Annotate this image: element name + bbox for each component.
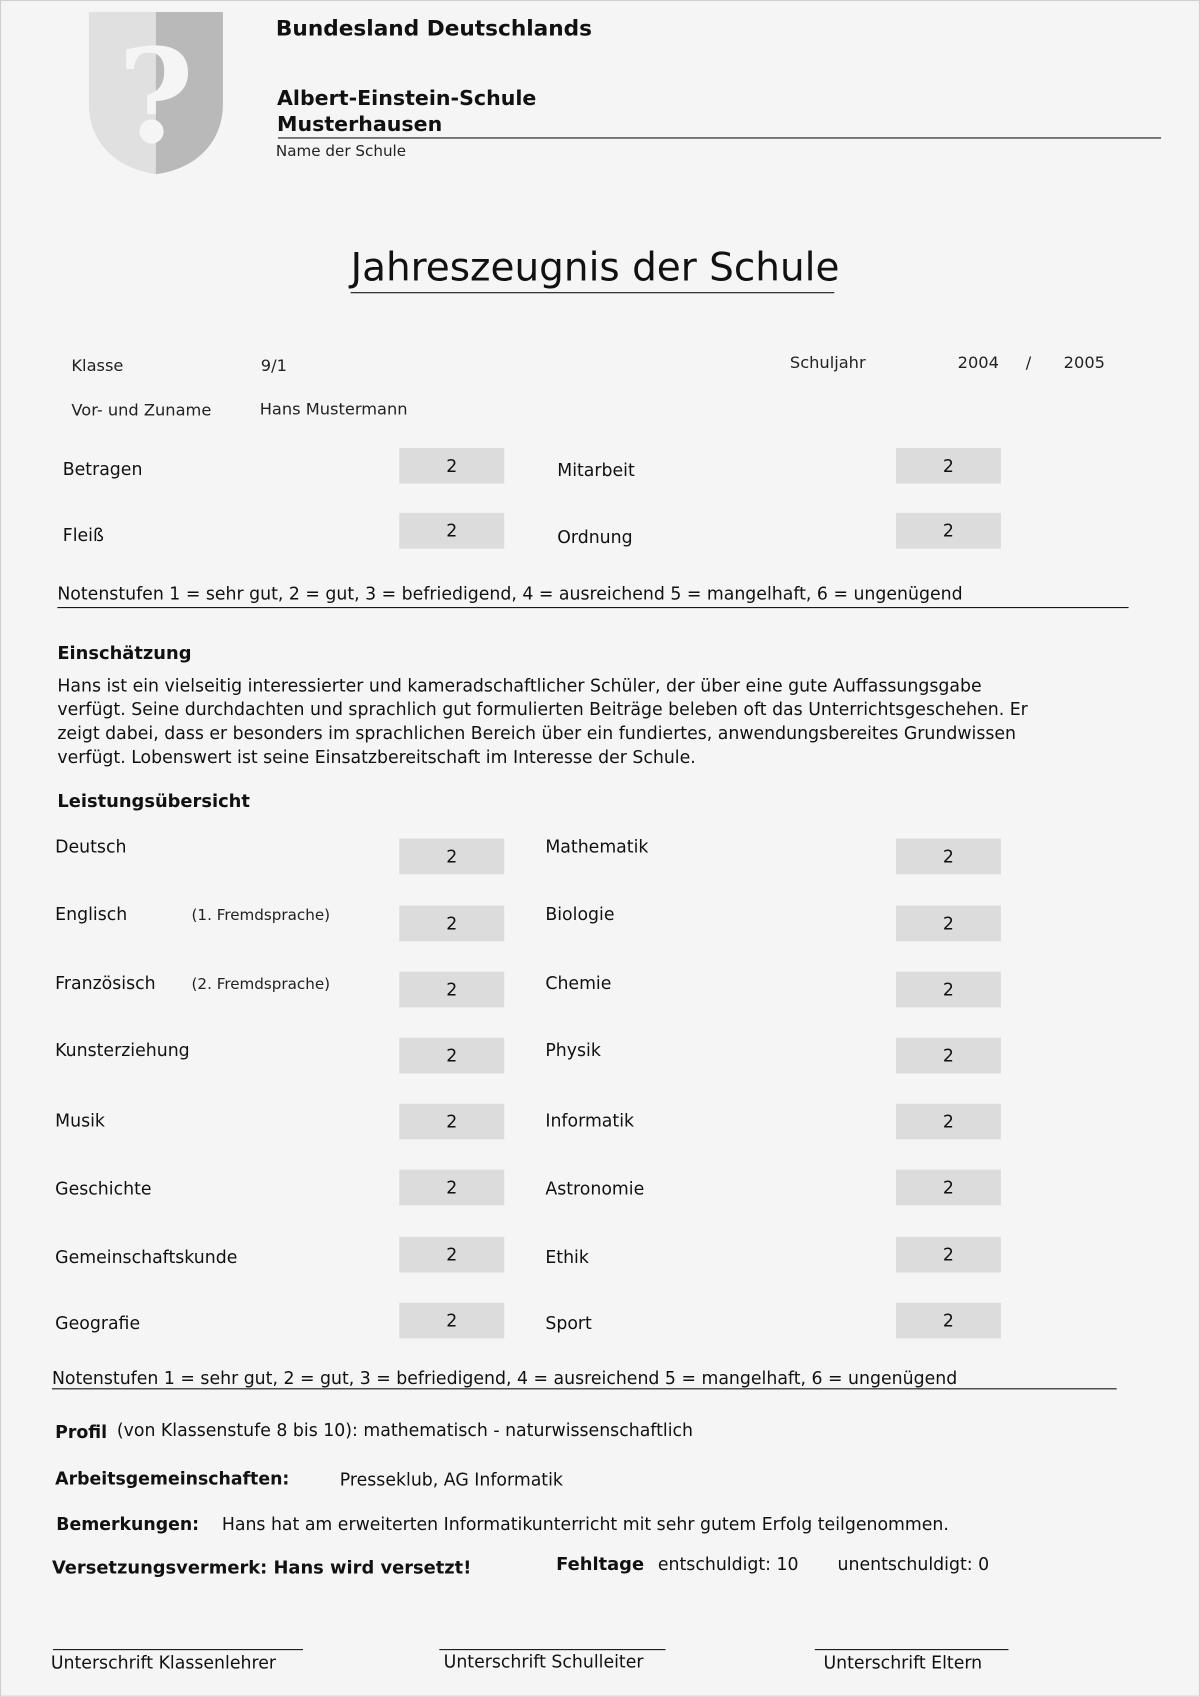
subject-label: Englisch bbox=[55, 903, 128, 925]
grade-scale-note: Notenstufen 1 = sehr gut, 2 = gut, 3 = b… bbox=[57, 583, 963, 604]
conduct-grade: 2 bbox=[399, 447, 505, 484]
assessment-heading: Einschätzung bbox=[57, 642, 192, 664]
ag-label: Arbeitsgemeinschaften: bbox=[55, 1468, 290, 1489]
subject-grade: 2 bbox=[399, 1236, 505, 1273]
ag-value: Presseklub, AG Informatik bbox=[339, 1469, 563, 1490]
subject-grade: 2 bbox=[399, 971, 505, 1008]
subject-grade: 2 bbox=[399, 1037, 505, 1074]
name-value: Hans Mustermann bbox=[259, 399, 408, 419]
subject-note: (1. Fremdsprache) bbox=[191, 906, 331, 925]
subject-grade: 2 bbox=[895, 905, 1001, 942]
crest-question-icon: ? bbox=[88, 11, 223, 175]
title-underline bbox=[350, 292, 835, 294]
signature-principal: Unterschrift Schulleiter bbox=[443, 1651, 644, 1672]
school-name-line2: Musterhausen bbox=[277, 112, 443, 137]
signature-line bbox=[814, 1649, 1009, 1651]
page-title: Jahreszeugnis der Schule bbox=[350, 245, 840, 290]
subject-label: Französisch bbox=[55, 972, 156, 994]
subject-grade: 2 bbox=[895, 971, 1001, 1008]
name-label: Vor- und Zuname bbox=[71, 400, 212, 420]
year-separator: / bbox=[1025, 352, 1032, 373]
assessment-line: Hans ist ein vielseitig interessierter u… bbox=[57, 675, 982, 696]
subject-grade: 2 bbox=[895, 1169, 1001, 1206]
profile-label: Profil bbox=[55, 1421, 108, 1443]
school-name-line1: Albert-Einstein-Schule bbox=[277, 86, 537, 111]
conduct-label: Betragen bbox=[62, 458, 143, 480]
svg-text:?: ? bbox=[118, 20, 194, 173]
subject-label: Ethik bbox=[545, 1246, 589, 1268]
conduct-grade: 2 bbox=[895, 512, 1001, 549]
assessment-line: verfügt. Seine durchdachten und sprachli… bbox=[57, 699, 1028, 720]
subject-label: Chemie bbox=[545, 972, 612, 994]
signature-line bbox=[53, 1649, 303, 1651]
class-value: 9/1 bbox=[260, 355, 287, 376]
divider bbox=[57, 607, 1129, 609]
school-caption: Name der Schule bbox=[275, 142, 407, 161]
subject-grade: 2 bbox=[895, 838, 1001, 875]
subject-grade: 2 bbox=[399, 1302, 505, 1339]
subject-grade: 2 bbox=[895, 1236, 1001, 1273]
conduct-label: Fleiß bbox=[62, 524, 104, 546]
subject-label: Geschichte bbox=[55, 1178, 152, 1199]
conduct-grade: 2 bbox=[399, 512, 505, 549]
assessment-line: verfügt. Lobenswert ist seine Einsatzber… bbox=[57, 746, 696, 768]
grade-scale-note: Notenstufen 1 = sehr gut, 2 = gut, 3 = b… bbox=[51, 1367, 958, 1389]
subject-label: Sport bbox=[545, 1312, 592, 1334]
subject-label: Mathematik bbox=[545, 836, 649, 857]
year-from: 2004 bbox=[957, 352, 999, 373]
promotion-note: Versetzungsvermerk: Hans wird versetzt! bbox=[51, 1557, 472, 1578]
absence-unexcused: unentschuldigt: 0 bbox=[837, 1553, 990, 1575]
subject-label: Geografie bbox=[55, 1312, 141, 1334]
subject-grade: 2 bbox=[399, 838, 505, 875]
signature-teacher: Unterschrift Klassenlehrer bbox=[50, 1652, 276, 1673]
profile-value: (von Klassenstufe 8 bis 10): mathematisc… bbox=[116, 1419, 693, 1441]
absence-label: Fehltage bbox=[556, 1553, 645, 1575]
remarks-value: Hans hat am erweiterten Informatikunterr… bbox=[221, 1513, 949, 1535]
conduct-grade: 2 bbox=[895, 447, 1001, 484]
subject-grade: 2 bbox=[895, 1037, 1001, 1074]
absence-excused: entschuldigt: 10 bbox=[657, 1553, 799, 1575]
year-to: 2005 bbox=[1063, 352, 1105, 373]
subject-label: Gemeinschaftskunde bbox=[55, 1246, 238, 1268]
signature-parents: Unterschrift Eltern bbox=[823, 1652, 983, 1673]
subject-grade: 2 bbox=[895, 1302, 1001, 1339]
conduct-label: Mitarbeit bbox=[557, 459, 635, 481]
conduct-label: Ordnung bbox=[557, 526, 633, 548]
assessment-line: zeigt dabei, dass er besonders im sprach… bbox=[57, 722, 1017, 744]
subject-label: Kunsterziehung bbox=[55, 1039, 190, 1061]
subject-label: Physik bbox=[545, 1039, 601, 1061]
subject-label: Musik bbox=[55, 1110, 105, 1131]
subject-grade: 2 bbox=[399, 905, 505, 942]
class-label: Klasse bbox=[71, 355, 124, 376]
subject-label: Astronomie bbox=[545, 1178, 645, 1199]
remarks-label: Bemerkungen: bbox=[56, 1513, 200, 1535]
state-name: Bundesland Deutschlands bbox=[275, 15, 593, 42]
performance-heading: Leistungsübersicht bbox=[57, 790, 250, 812]
subject-grade: 2 bbox=[895, 1103, 1001, 1140]
subject-note: (2. Fremdsprache) bbox=[191, 976, 331, 994]
subject-label: Biologie bbox=[545, 903, 615, 925]
year-label: Schuljahr bbox=[789, 352, 866, 373]
subject-grade: 2 bbox=[399, 1103, 505, 1140]
subject-label: Deutsch bbox=[55, 836, 127, 857]
subject-label: Informatik bbox=[545, 1110, 635, 1131]
school-name-line bbox=[278, 137, 1162, 139]
divider bbox=[51, 1388, 1117, 1390]
signature-line bbox=[439, 1649, 666, 1651]
subject-grade: 2 bbox=[399, 1169, 505, 1206]
